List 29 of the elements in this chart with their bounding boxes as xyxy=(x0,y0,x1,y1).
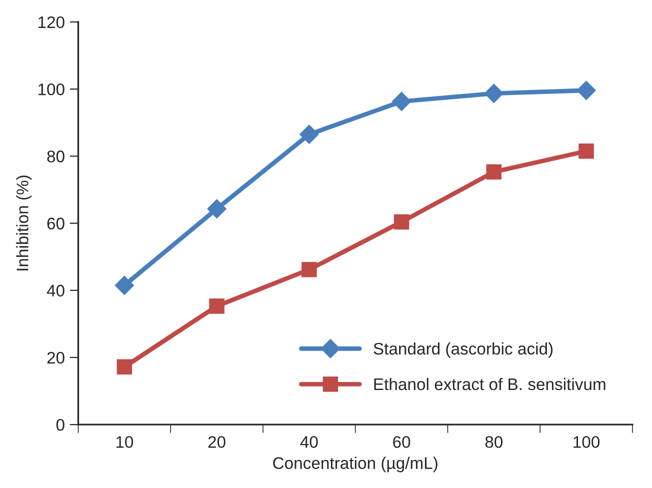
point xyxy=(394,214,410,230)
y-tick-label: 120 xyxy=(38,16,64,28)
x-tick-label: 60 xyxy=(393,436,410,448)
point xyxy=(392,92,412,112)
y-axis-title: Inhibition (%) xyxy=(16,176,32,270)
x-tick-label: 40 xyxy=(300,436,318,448)
point xyxy=(206,199,227,219)
point xyxy=(114,276,134,296)
point xyxy=(576,80,596,100)
point xyxy=(209,298,224,314)
point xyxy=(578,143,594,159)
point xyxy=(299,124,319,144)
y-tick-label: 80 xyxy=(47,150,64,162)
x-axis-title: Concentration (µg/mL) xyxy=(273,456,438,472)
legend-label: Standard (ascorbic acid) xyxy=(374,342,553,358)
y-tick-label: 60 xyxy=(47,218,64,230)
y-tick-label: 40 xyxy=(46,284,64,297)
y-tick-label: 0 xyxy=(56,418,64,431)
x-tick-label: 80 xyxy=(485,436,503,448)
point xyxy=(484,84,504,104)
point xyxy=(486,164,502,180)
x-tick-label: 100 xyxy=(574,436,600,448)
y-tick-label: 20 xyxy=(47,352,64,364)
x-tick-label: 20 xyxy=(208,436,226,448)
x-tick-label: 10 xyxy=(116,436,134,448)
legend-label: Ethanol extract of B. sensitivum xyxy=(374,378,606,390)
point xyxy=(302,262,317,278)
point xyxy=(116,359,132,374)
y-tick-label: 100 xyxy=(38,83,64,96)
